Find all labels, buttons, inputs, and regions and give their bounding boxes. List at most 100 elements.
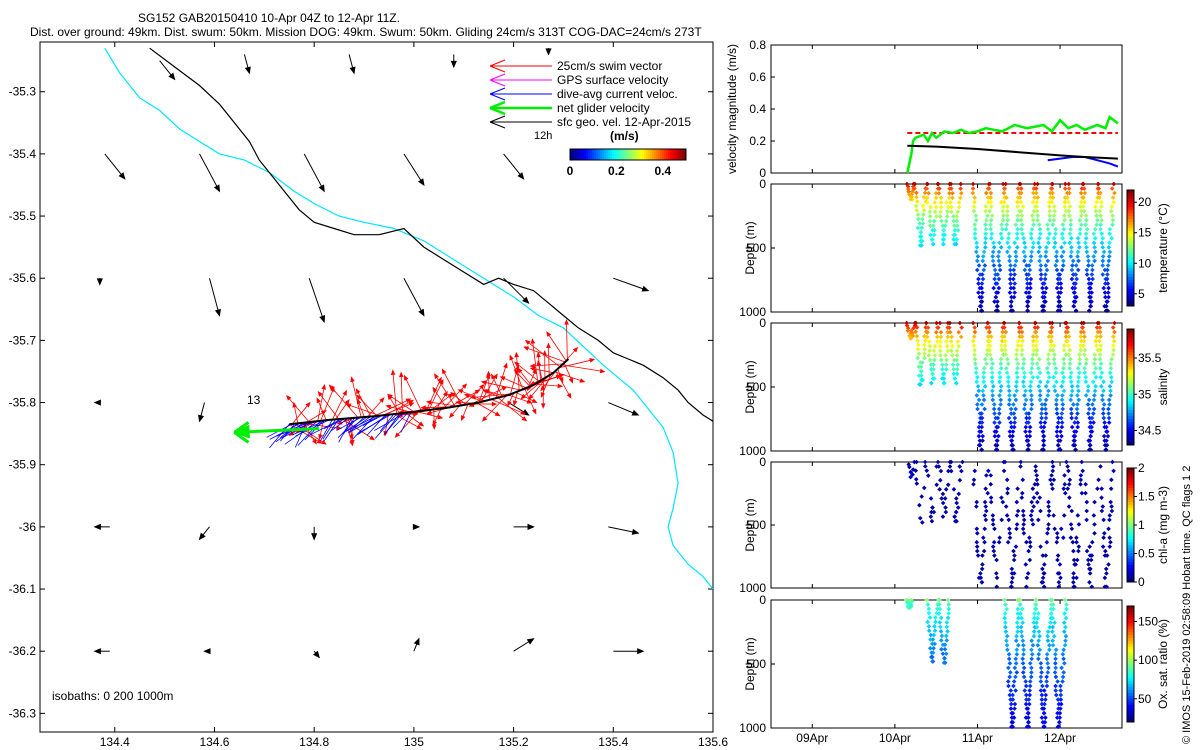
salinity-profile-marker [1101, 388, 1106, 394]
oxygen-profile-marker [1023, 701, 1029, 707]
oxygen-profile-marker [1036, 656, 1041, 662]
salinity-profile-marker [1092, 393, 1097, 398]
swim-vector [286, 395, 310, 423]
salinity-profile-marker [1074, 406, 1080, 412]
temperature-profile-marker [1097, 195, 1102, 200]
colorbar-segment [610, 149, 613, 160]
chla-profile-marker [1005, 490, 1010, 496]
colorbar-segment [640, 149, 643, 160]
salinity-profile-markers [904, 320, 1117, 453]
map-xtick-label: 134.6 [199, 735, 229, 749]
salinity-profile-marker [1014, 388, 1019, 394]
temperature-profile-marker [1083, 236, 1089, 241]
oxygen-profile-marker [1047, 647, 1052, 653]
oxygen-profile-marker [1055, 679, 1060, 684]
oxygen-profile-marker [944, 620, 950, 625]
salinity-profile-marker [987, 347, 992, 353]
temperature-profile-marker [925, 200, 930, 205]
salinity-profile-marker [1008, 406, 1014, 412]
chla-profile-marker [1043, 553, 1049, 558]
salinity-profile-marker [1110, 334, 1116, 339]
chla-profile-marker [1079, 459, 1085, 465]
oxygen-profile-marker [1053, 652, 1058, 657]
colorbar-segment [1127, 643, 1134, 648]
salinity-profile-marker [924, 334, 930, 340]
temperature-profile-marker [1099, 204, 1104, 209]
salinity-profile-marker [1019, 329, 1025, 335]
oxygen-profile-marker [932, 628, 938, 634]
chla-profile-marker [990, 513, 996, 518]
swim-vector-head [491, 373, 496, 380]
map-xtick-label: 134.8 [299, 735, 329, 749]
salinity-profile-marker [931, 348, 937, 354]
temperature-profile-marker [1076, 240, 1081, 246]
oxygen-profile-marker [1010, 697, 1016, 702]
salinity-profile-marker [975, 402, 980, 407]
salinity-profile-marker [1068, 356, 1073, 362]
salinity-profile-marker [972, 329, 978, 335]
oxygen-profile-marker [1021, 647, 1026, 653]
swim-vector-head [286, 394, 292, 401]
salinity-profile-marker [1054, 433, 1060, 439]
salinity-profile-marker [954, 380, 959, 386]
temperature-profile-marker [986, 186, 992, 191]
chla-profile-marker [1073, 562, 1078, 567]
salinity-profile-marker [1003, 343, 1008, 348]
oxygen-profile-marker [1039, 670, 1044, 675]
salinity-profile-marker [1109, 379, 1115, 385]
salinity-profile-marker [1098, 334, 1103, 339]
temperature-profile-marker [1041, 281, 1047, 286]
chla-profile-marker [980, 562, 985, 567]
oxygen-profile-marker [1044, 679, 1049, 684]
salinity-profile-marker [944, 357, 949, 363]
temperature-profile-marker [1028, 276, 1034, 282]
temperature-profile-marker [1007, 267, 1013, 273]
salinity-profile-marker [1085, 388, 1091, 394]
temperature-profile-marker [1008, 303, 1014, 309]
chla-profile-marker [1012, 553, 1017, 558]
temperature-profile-marker [1079, 199, 1084, 205]
chla-profile-marker [982, 526, 988, 532]
swim-vector-head [455, 400, 461, 405]
salinity-profile-marker [976, 388, 982, 394]
temperature-profile-marker [1004, 222, 1010, 228]
temperature-profile-marker [1023, 290, 1029, 295]
map-ytick-label: -36.1 [9, 582, 37, 596]
temperature-profile-marker [958, 190, 964, 196]
salinity-profile-marker [1091, 361, 1097, 367]
temperature-profile-marker [972, 226, 978, 232]
colorbar-segment [1127, 695, 1134, 700]
temperature-profile-marker [1094, 199, 1100, 205]
oxygen-profile-marker [1050, 629, 1055, 634]
temperature-profile-marker [1066, 199, 1071, 205]
chla-profile-marker [1045, 526, 1051, 532]
salinity-profile-marker [1010, 433, 1015, 439]
salinity-profile-marker [1037, 379, 1043, 385]
salinity-profile-marker [991, 406, 997, 412]
salinity-profile-marker [979, 424, 985, 430]
temperature-profile-marker [938, 195, 944, 201]
oxygen-profile-marker [1010, 710, 1016, 716]
swim-vector [442, 369, 462, 406]
y-tick-label: 1000 [739, 721, 766, 735]
salinity-profile-marker [950, 343, 955, 349]
oxygen-profile-marker [1029, 665, 1034, 671]
salinity-profile-marker [1015, 338, 1021, 344]
oxygen-profile-marker [1058, 688, 1063, 693]
temperature-profile-marker [1001, 213, 1006, 218]
oxygen-profile-marker [1051, 606, 1056, 612]
chla-profile-marker [1098, 464, 1103, 469]
dac-vector [320, 419, 333, 442]
oxygen-profile-marker [937, 602, 942, 607]
colorbar-segment [1127, 482, 1134, 486]
colorbar-segment [616, 149, 619, 160]
oxygen-profile-marker [1021, 652, 1026, 657]
chla-profile-marker [1011, 571, 1017, 576]
temperature-profile-marker [1005, 240, 1010, 246]
swim-vector-head [350, 439, 355, 446]
chla-profile-marker [1056, 584, 1062, 590]
geo-arrow-head [213, 184, 221, 193]
temperature-profile-marker [991, 245, 997, 250]
salinity-profile-marker [1049, 338, 1054, 344]
